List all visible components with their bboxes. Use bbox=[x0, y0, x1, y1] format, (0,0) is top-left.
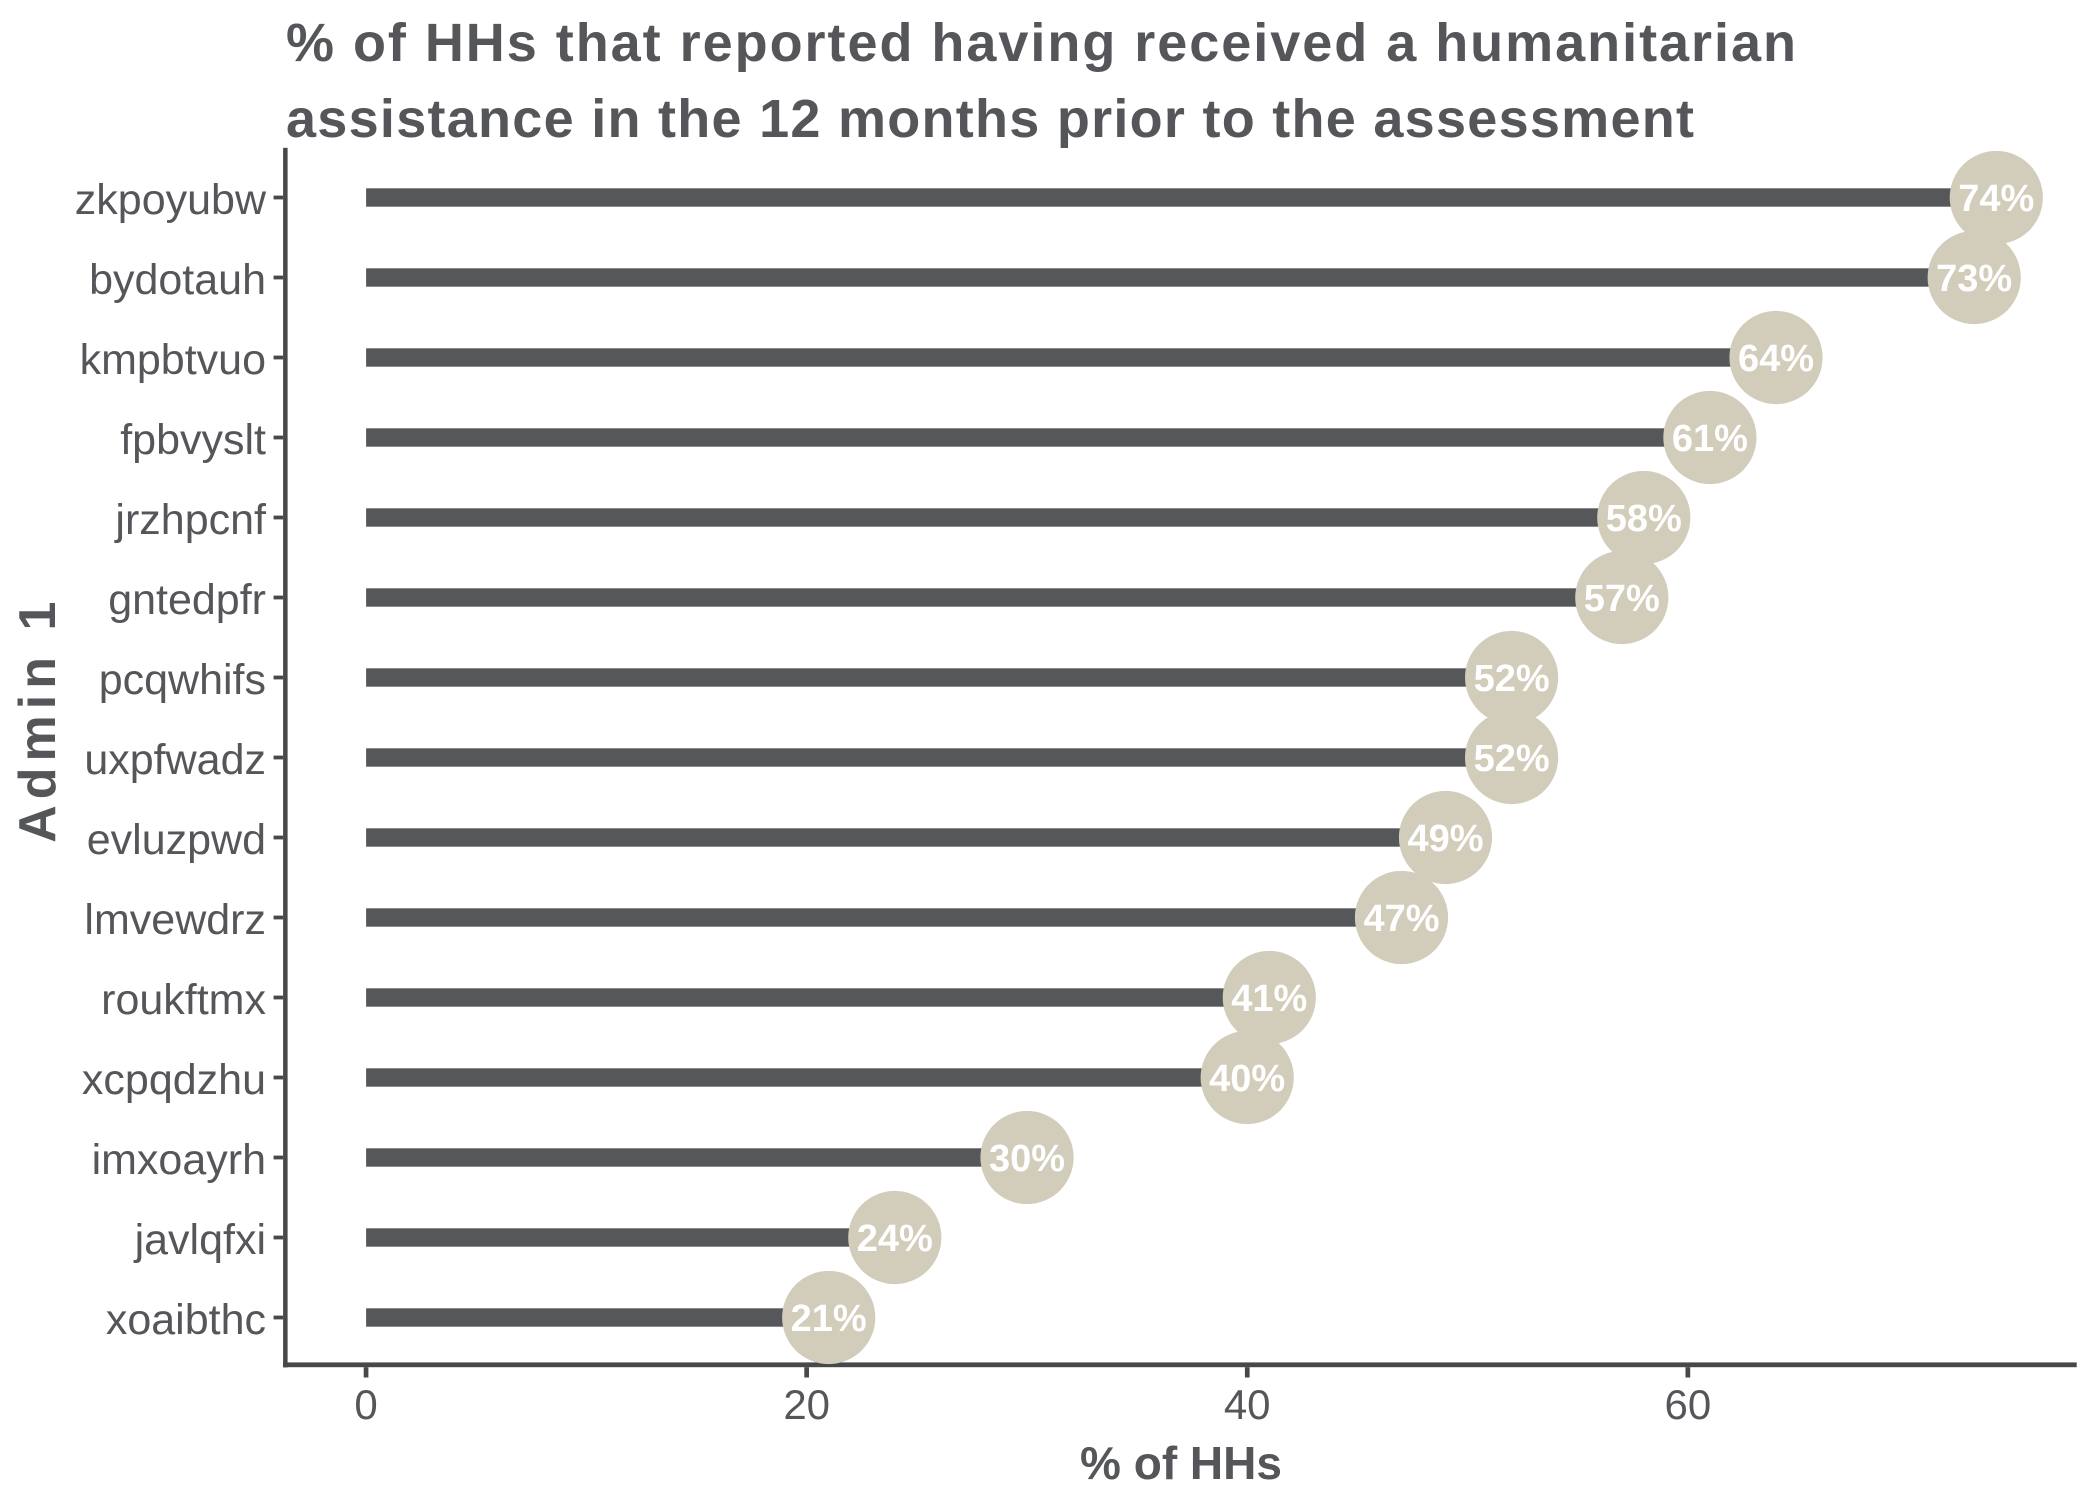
svg-text:52%: 52% bbox=[1474, 738, 1550, 780]
svg-text:47%: 47% bbox=[1363, 898, 1439, 940]
svg-text:% of HHs that reported having: % of HHs that reported having received a… bbox=[286, 13, 1796, 73]
svg-text:41%: 41% bbox=[1231, 978, 1307, 1020]
svg-text:21%: 21% bbox=[791, 1298, 867, 1340]
svg-text:74%: 74% bbox=[1958, 178, 2034, 220]
svg-text:lmvewdrz: lmvewdrz bbox=[84, 896, 266, 944]
svg-text:73%: 73% bbox=[1936, 258, 2012, 300]
svg-text:24%: 24% bbox=[857, 1218, 933, 1260]
svg-text:61%: 61% bbox=[1672, 418, 1748, 460]
svg-text:30%: 30% bbox=[989, 1138, 1065, 1180]
svg-text:% of HHs: % of HHs bbox=[1080, 1437, 1282, 1489]
svg-text:javlqfxi: javlqfxi bbox=[133, 1216, 266, 1264]
svg-text:xcpqdzhu: xcpqdzhu bbox=[82, 1056, 266, 1104]
svg-text:52%: 52% bbox=[1474, 658, 1550, 700]
svg-text:Admin 1: Admin 1 bbox=[9, 596, 67, 843]
svg-text:roukftmx: roukftmx bbox=[101, 976, 266, 1024]
svg-text:64%: 64% bbox=[1738, 338, 1814, 380]
svg-text:evluzpwd: evluzpwd bbox=[87, 816, 266, 864]
svg-text:bydotauh: bydotauh bbox=[89, 256, 266, 304]
svg-text:49%: 49% bbox=[1407, 818, 1483, 860]
svg-text:xoaibthc: xoaibthc bbox=[106, 1296, 266, 1344]
svg-text:20: 20 bbox=[783, 1381, 830, 1428]
svg-text:kmpbtvuo: kmpbtvuo bbox=[80, 336, 266, 384]
svg-text:uxpfwadz: uxpfwadz bbox=[84, 736, 266, 784]
svg-text:57%: 57% bbox=[1584, 578, 1660, 620]
svg-text:imxoayrh: imxoayrh bbox=[92, 1136, 266, 1184]
svg-text:60: 60 bbox=[1665, 1381, 1712, 1428]
svg-text:gntedpfr: gntedpfr bbox=[108, 576, 266, 624]
svg-text:40: 40 bbox=[1224, 1381, 1271, 1428]
svg-text:pcqwhifs: pcqwhifs bbox=[99, 656, 266, 704]
svg-text:58%: 58% bbox=[1606, 498, 1682, 540]
svg-text:0: 0 bbox=[354, 1381, 377, 1428]
svg-text:assistance in the 12 months pr: assistance in the 12 months prior to the… bbox=[286, 89, 1694, 149]
svg-text:40%: 40% bbox=[1209, 1058, 1285, 1100]
svg-text:zkpoyubw: zkpoyubw bbox=[75, 176, 267, 224]
svg-text:fpbvyslt: fpbvyslt bbox=[120, 416, 266, 464]
svg-text:jrzhpcnf: jrzhpcnf bbox=[113, 496, 267, 544]
